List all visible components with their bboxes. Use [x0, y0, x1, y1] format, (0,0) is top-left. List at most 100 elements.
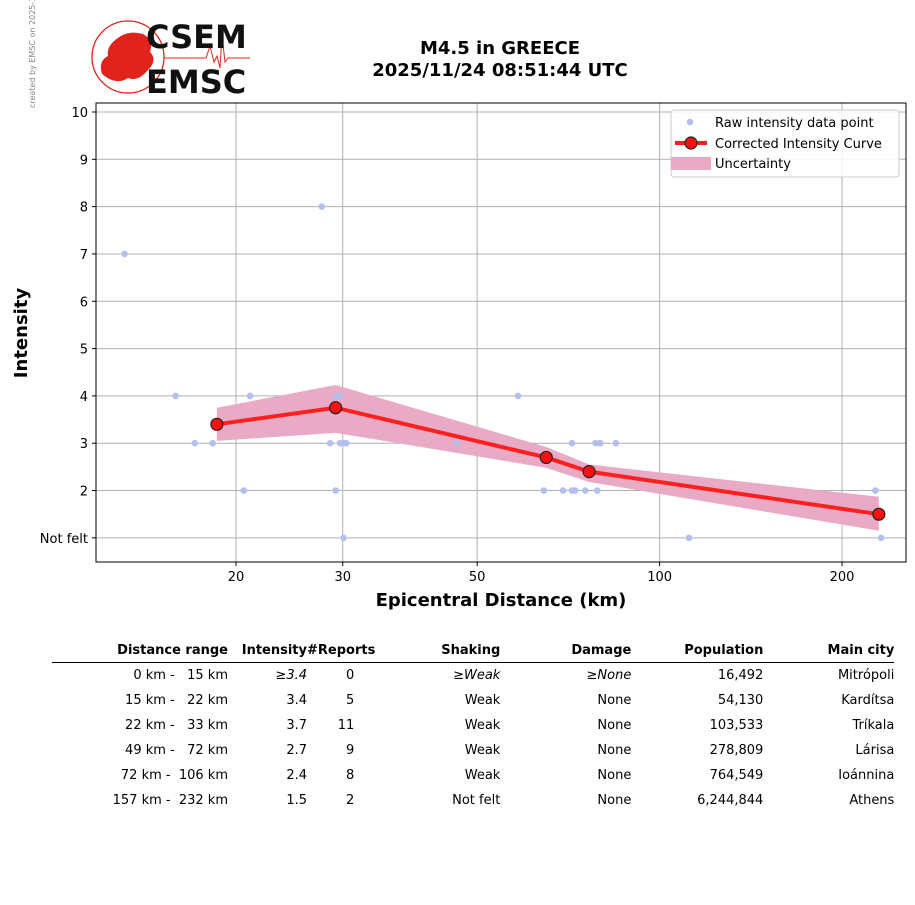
- table-cell: 72 km - 106 km: [120, 768, 228, 783]
- chart-title-line1: M4.5 in GREECE: [419, 38, 581, 59]
- column-header: Damage: [500, 640, 632, 663]
- raw-data-point: [453, 439, 461, 447]
- y-tick-label: 3: [80, 437, 88, 452]
- table-row: 157 km - 232 km 1.5 2 Not felt None 6,244,844…: [52, 788, 895, 813]
- table-cell: Ioánnina: [838, 768, 895, 783]
- legend-raw-marker: [686, 118, 694, 126]
- plot-frame: [95, 102, 907, 563]
- curve-point: [582, 465, 596, 479]
- emsc-logo: CSEM EMSC: [91, 18, 250, 98]
- column-header: Population: [631, 640, 764, 663]
- table-cell: None: [597, 718, 632, 733]
- column-header: Intensity: [228, 640, 307, 663]
- column-header: #Reports: [307, 640, 376, 663]
- legend-raw-label: Raw intensity data point: [715, 116, 874, 131]
- table-cell: Lárisa: [855, 743, 895, 758]
- curve-point: [329, 401, 343, 415]
- table-row: 49 km - 72 km 2.7 9 Weak None 278,809 Lárisa: [52, 738, 894, 763]
- table-cell: Mitrópoli: [837, 668, 895, 683]
- y-tick-label: 10: [71, 106, 88, 121]
- table-cell: ≥None: [586, 668, 632, 683]
- intensity-table: Distance range Intensity #Reports Shaking Da…: [52, 640, 895, 813]
- table-cell: 9: [346, 743, 355, 758]
- table-cell: 278,809: [709, 743, 764, 758]
- legend-uncertainty-swatch: [671, 157, 711, 170]
- raw-data-point: [612, 439, 620, 447]
- table-cell: Kardítsa: [841, 693, 895, 708]
- table-cell: Weak: [464, 743, 501, 758]
- table-cell: ≥3.4: [275, 668, 307, 683]
- y-tick-label: 5: [80, 343, 88, 358]
- curve-point: [539, 450, 553, 465]
- raw-data-point: [332, 487, 339, 494]
- table-cell: None: [597, 793, 632, 808]
- table-header-row: Distance range Intensity #Reports Shaking Da…: [52, 640, 895, 663]
- curve-point: [210, 417, 224, 431]
- x-axis-label: Epicentral Distance (km): [376, 590, 627, 611]
- x-tick-label: 30: [334, 570, 351, 585]
- x-tick-label: 200: [830, 570, 855, 585]
- table-cell: None: [597, 768, 632, 783]
- raw-data-point: [685, 534, 693, 542]
- table-cell: 5: [346, 693, 355, 708]
- raw-data-point: [872, 487, 879, 494]
- table-row: 0 km - 15 km ≥3.4 0 ≥Weak ≥None 16,492 Mitrópo…: [52, 663, 894, 689]
- table-cell: 16,492: [717, 668, 764, 683]
- column-header: Shaking: [375, 640, 501, 663]
- x-tick-label: 50: [469, 570, 486, 585]
- y-tick-label: 4: [80, 390, 88, 405]
- y-tick-label: 8: [80, 201, 88, 216]
- raw-data-point: [318, 203, 326, 210]
- raw-data-point: [209, 439, 216, 447]
- y-tick-label: Not felt: [40, 532, 88, 547]
- table-cell: Weak: [464, 768, 501, 783]
- raw-data-point: [877, 534, 885, 542]
- raw-data-point: [581, 487, 589, 494]
- raw-data-point: [121, 250, 128, 258]
- y-tick-label: 9: [80, 153, 88, 168]
- table-cell: 0 km - 15 km: [133, 668, 228, 683]
- raw-data-point: [514, 392, 522, 400]
- curve-point: [872, 507, 886, 521]
- raw-data-point: [172, 392, 179, 400]
- table-cell: Athens: [849, 793, 895, 808]
- table-cell: None: [597, 693, 632, 708]
- raw-data-point: [596, 439, 604, 447]
- table-cell: ≥Weak: [453, 668, 501, 683]
- raw-data-point: [340, 534, 347, 542]
- svg-text:EMSC: EMSC: [146, 63, 246, 98]
- svg-text:CSEM: CSEM: [146, 18, 247, 56]
- table-cell: 54,130: [717, 693, 764, 708]
- legend-uncertainty-label: Uncertainty: [715, 157, 791, 172]
- legend-curve-label: Corrected Intensity Curve: [715, 137, 882, 152]
- table-cell: 49 km - 72 km: [125, 743, 228, 758]
- column-header: Main city: [763, 640, 895, 663]
- raw-data-point: [593, 487, 601, 494]
- legend-curve-marker: [684, 136, 698, 150]
- raw-data-point: [540, 487, 548, 494]
- table-cell: 2: [346, 793, 355, 808]
- raw-data-point: [568, 439, 576, 447]
- table-cell: 11: [337, 718, 355, 733]
- table-row: 15 km - 22 km 3.4 5 Weak None 54,130 Kardítsa: [52, 688, 894, 713]
- column-header: Distance range: [52, 640, 228, 663]
- raw-data-point: [342, 439, 350, 447]
- table-row: 72 km - 106 km 2.4 8 Weak None 764,549 Ioánnin…: [52, 763, 894, 788]
- table-cell: Not felt: [452, 793, 501, 808]
- raw-data-point: [592, 439, 599, 447]
- table-cell: 3.4: [286, 693, 307, 708]
- raw-data-point: [572, 487, 579, 494]
- table-row: 22 km - 33 km 3.7 11 Weak None 103,533 Tríkala: [52, 713, 894, 738]
- table-cell: 103,533: [709, 718, 764, 733]
- raw-data-point: [326, 439, 334, 447]
- legend-box: [670, 109, 900, 178]
- y-tick-label: 2: [80, 485, 88, 500]
- raw-data-point: [240, 487, 248, 494]
- table-cell: Weak: [464, 718, 501, 733]
- table-cell: 764,549: [709, 768, 764, 783]
- table-cell: Tríkala: [852, 718, 895, 733]
- table-cell: Weak: [464, 693, 501, 708]
- chart-title-line2: 2025/11/24 08:51:44 UTC: [372, 60, 628, 81]
- table-cell: 8: [346, 768, 355, 783]
- y-axis-label: Intensity: [11, 288, 32, 379]
